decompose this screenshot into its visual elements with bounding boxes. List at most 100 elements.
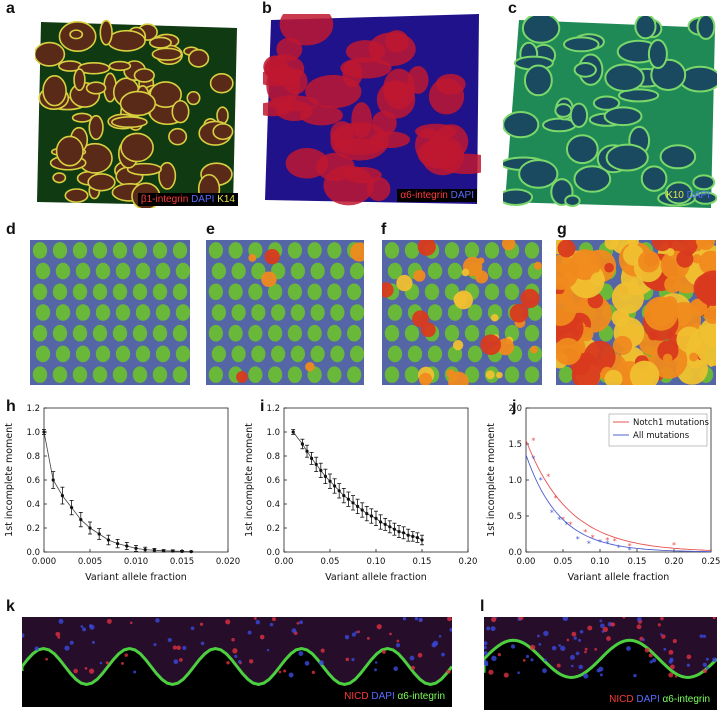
- cell-nucleus: [510, 644, 516, 649]
- data-point: [328, 479, 332, 483]
- data-point: [333, 484, 337, 488]
- cell-nucleus: [259, 634, 265, 640]
- tissue-cluster: [664, 181, 693, 205]
- legend-entry: All mutations: [633, 431, 690, 441]
- basal-membrane: [22, 646, 452, 687]
- panel-label-c: c: [508, 0, 517, 17]
- tissue-cluster: [42, 75, 67, 107]
- data-point: *: [531, 436, 535, 445]
- cell-nucleus: [374, 668, 377, 672]
- cell-nucleus: [351, 657, 355, 662]
- progenitor-niche: [251, 304, 266, 321]
- data-point: [310, 456, 314, 460]
- progenitor-niche: [307, 324, 322, 342]
- caption-k-0: NICD: [344, 691, 369, 702]
- cell-nucleus: [578, 638, 582, 642]
- progenitor-niche: [55, 345, 71, 363]
- chart-j: 0.00 0.05 0.10 0.15 0.20 0.25 0.0 0.5 1.0 1.5 2.0 V…: [486, 404, 720, 583]
- cell-nucleus: [449, 628, 452, 632]
- caption-c: K10 DAPI: [663, 189, 713, 202]
- x-tick-label: 0.00: [275, 557, 294, 567]
- cell-nucleus: [575, 651, 580, 656]
- simulation-grid-g: [541, 226, 723, 391]
- progenitor-niche: [92, 366, 108, 383]
- progenitor-niche: [115, 345, 131, 363]
- cell-nucleus: [491, 617, 497, 623]
- y-tick-label: 0.8: [266, 452, 280, 462]
- chart-i: 0.00 0.05 0.10 0.15 0.20 0.0 0.2 0.4 0.6 0.8 1.0 1.…: [244, 404, 477, 583]
- mutant-clone: [485, 370, 495, 380]
- data-point: [125, 544, 129, 548]
- progenitor-niche: [208, 366, 223, 383]
- progenitor-niche: [32, 324, 48, 342]
- cell-nucleus: [225, 619, 231, 625]
- cell-nucleus: [486, 626, 491, 631]
- progenitor-niche: [112, 324, 128, 342]
- data-point: [70, 506, 74, 510]
- data-point: [392, 527, 396, 531]
- caption-a-2: K14: [214, 194, 235, 205]
- cell-nucleus: [402, 617, 407, 621]
- mutant-clone: [611, 281, 645, 314]
- cell-nucleus: [155, 618, 160, 623]
- data-point: *: [613, 537, 617, 546]
- cell-nucleus: [642, 638, 645, 642]
- progenitor-niche: [32, 283, 48, 301]
- fit-curve: [43, 431, 192, 552]
- progenitor-niche: [407, 345, 423, 363]
- cell-nucleus: [396, 639, 400, 643]
- cell-nucleus: [447, 617, 452, 622]
- tissue-cluster: [659, 144, 697, 170]
- cell-nucleus: [587, 625, 593, 631]
- mutant-clone: [648, 330, 658, 341]
- legend-entry: Notch1 mutations: [633, 418, 710, 428]
- tissue-cluster: [276, 37, 303, 61]
- y-axis-label: 1st incomplete moment: [486, 423, 497, 537]
- progenitor-niche: [268, 366, 283, 383]
- data-point: *: [628, 546, 632, 555]
- cell-nucleus: [610, 622, 614, 626]
- panel-label-l: l: [480, 598, 485, 615]
- cell-nucleus: [484, 645, 487, 650]
- caption-l-1: DAPI: [633, 694, 660, 705]
- cell-nucleus: [247, 630, 252, 635]
- progenitor-niche: [464, 242, 480, 259]
- cell-nucleus: [395, 643, 401, 648]
- data-point: *: [550, 508, 554, 517]
- cell-nucleus: [417, 652, 423, 658]
- data-point: *: [628, 542, 632, 551]
- cell-nucleus: [121, 661, 124, 665]
- cell-nucleus: [706, 666, 709, 670]
- progenitor-niche: [32, 242, 48, 259]
- y-tick-label: 0.6: [26, 476, 40, 486]
- cell-nucleus: [271, 617, 276, 622]
- mutant-clone: [305, 361, 315, 372]
- progenitor-niche: [172, 283, 188, 301]
- data-point: [162, 549, 166, 553]
- tissue-cluster: [64, 188, 89, 203]
- progenitor-niche: [287, 324, 302, 342]
- progenitor-niche: [35, 345, 51, 363]
- cell-nucleus: [438, 634, 442, 638]
- mutant-clone: [533, 261, 542, 270]
- cell-nucleus: [278, 670, 282, 674]
- cell-nucleus: [299, 620, 303, 625]
- mutant-clone: [418, 372, 433, 386]
- tissue-cluster: [605, 143, 649, 172]
- cell-nucleus: [637, 617, 642, 622]
- data-point: [305, 449, 309, 453]
- tissue-cluster: [692, 174, 716, 191]
- cell-nucleus: [522, 659, 526, 662]
- data-point: [374, 516, 378, 520]
- tissue-cluster: [120, 132, 154, 163]
- cell-nucleus: [579, 629, 584, 634]
- caption-k-2: α6-integrin: [394, 691, 445, 702]
- data-point: *: [546, 472, 550, 481]
- data-point: [300, 442, 304, 446]
- tissue-cluster: [518, 159, 559, 189]
- x-tick-label: 0.05: [554, 557, 573, 567]
- cell-nucleus: [441, 652, 445, 657]
- progenitor-niche: [444, 242, 460, 259]
- cell-nucleus: [530, 644, 536, 650]
- cell-nucleus: [73, 668, 78, 674]
